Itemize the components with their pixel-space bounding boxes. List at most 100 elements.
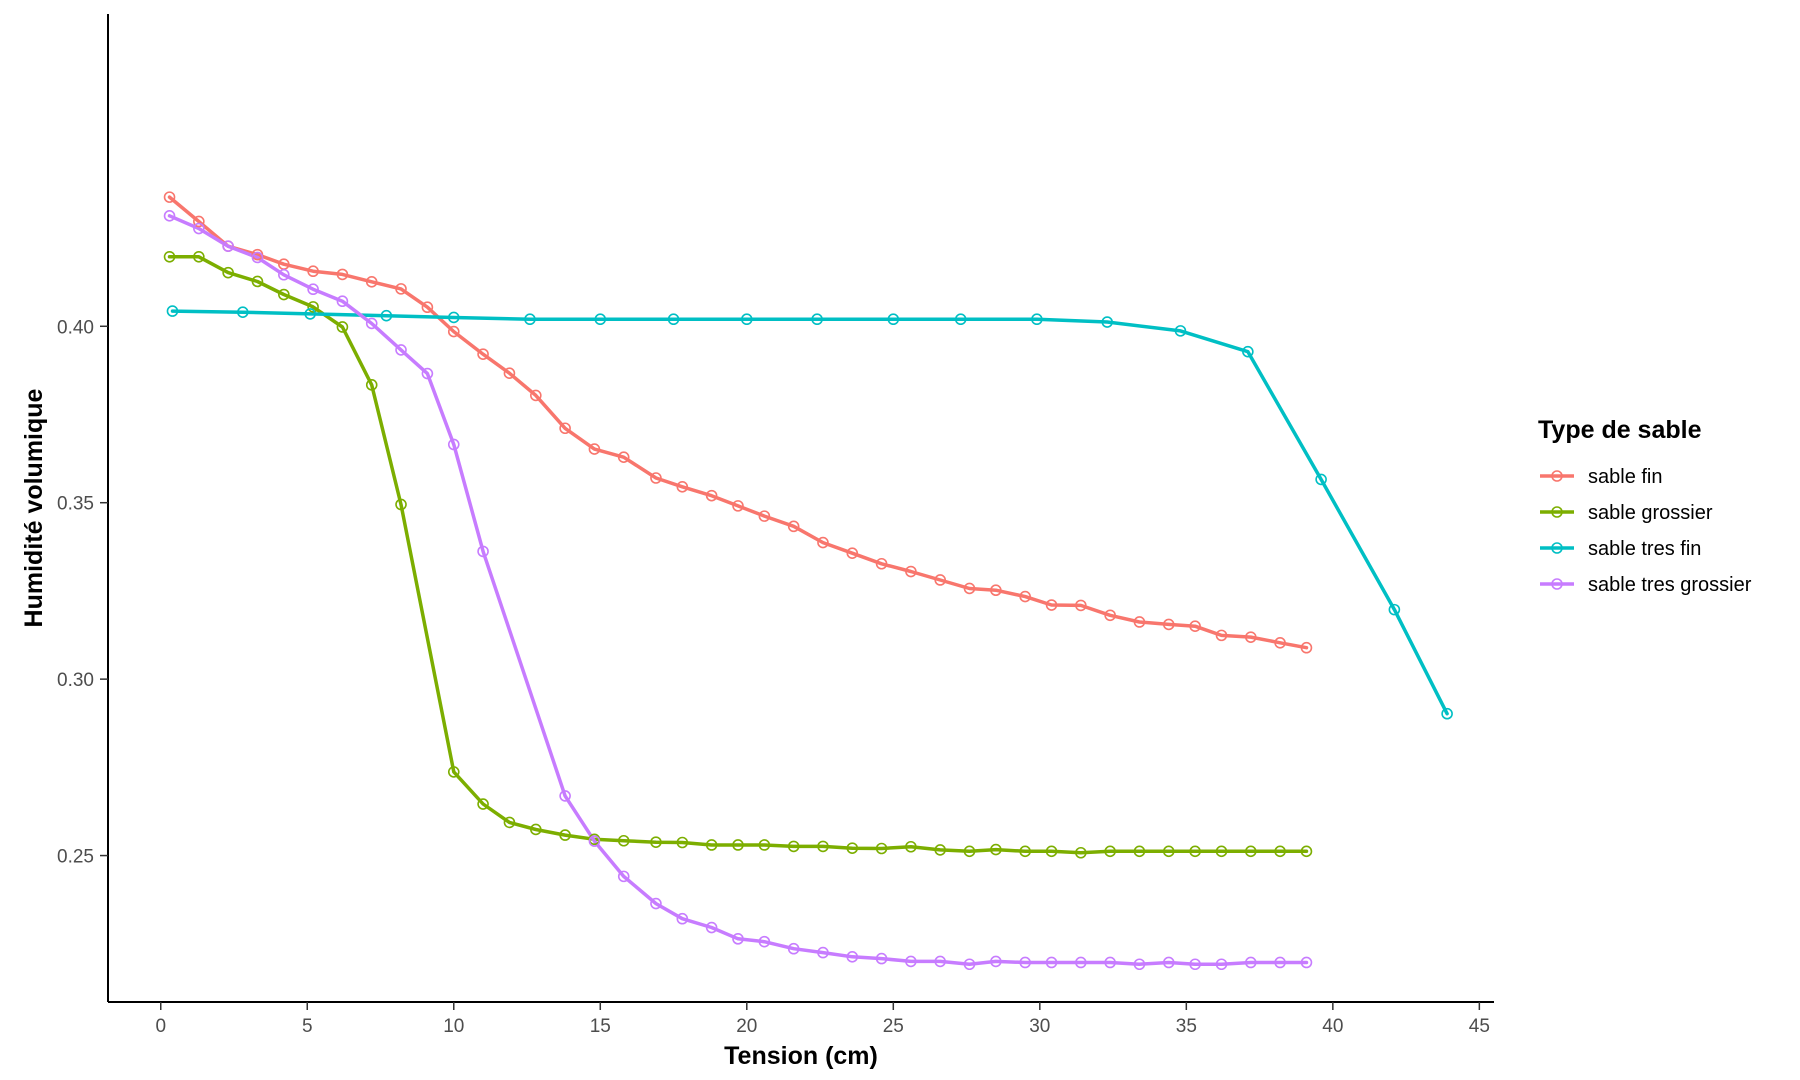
data-point (705, 839, 718, 851)
data-point (365, 276, 378, 288)
data-point (380, 309, 393, 322)
data-point (817, 840, 829, 853)
legend-label: sable fin (1588, 466, 1663, 488)
data-point (740, 313, 753, 326)
data-point (503, 816, 516, 829)
x-tick-label: 20 (736, 1016, 757, 1037)
legend-key-point (1551, 506, 1563, 518)
legend-label: sable tres grossier (1588, 574, 1752, 596)
data-point (887, 313, 900, 326)
data-point (676, 836, 689, 849)
data-point (222, 266, 234, 279)
legend-item: sable grossier (1540, 502, 1713, 524)
data-point (650, 472, 662, 484)
data-point (1133, 616, 1146, 628)
data-point (1075, 846, 1087, 859)
x-tick-label: 40 (1322, 1016, 1343, 1037)
data-point (817, 946, 829, 959)
data-point (1133, 958, 1146, 971)
data-point (1215, 958, 1228, 971)
data-point (732, 839, 744, 851)
x-tick-label: 30 (1029, 1016, 1050, 1037)
series-line (167, 255, 1309, 855)
data-point (705, 921, 718, 934)
data-point (421, 367, 434, 380)
data-point (1045, 956, 1058, 969)
data-point (559, 422, 571, 435)
data-point (787, 942, 800, 955)
data-point (905, 955, 917, 968)
data-point (1244, 631, 1257, 643)
data-point (251, 275, 264, 288)
data-point (222, 240, 234, 252)
data-point (934, 574, 946, 586)
data-point (650, 897, 662, 910)
data-point (676, 912, 689, 925)
data-point (1315, 473, 1327, 486)
data-point (875, 557, 888, 570)
data-point (588, 835, 601, 847)
data-point (1300, 845, 1313, 858)
data-point (732, 500, 744, 512)
data-point (1189, 620, 1201, 633)
data-point (617, 870, 630, 883)
series-points (163, 191, 1453, 971)
data-point (990, 584, 1002, 597)
data-point (1388, 603, 1401, 616)
data-point (193, 222, 205, 235)
data-point (1274, 845, 1286, 858)
data-point (787, 840, 800, 853)
x-axis-ticks: 0 5 10 15 20 25 30 35 40 45 (155, 1002, 1490, 1037)
data-point (447, 311, 460, 324)
data-point (336, 321, 349, 333)
data-point (1274, 636, 1286, 649)
data-point (524, 313, 536, 326)
data-point (787, 520, 800, 533)
data-point (1075, 956, 1087, 969)
data-point (365, 379, 378, 391)
data-point (236, 306, 249, 318)
x-tick-label: 10 (443, 1016, 464, 1037)
data-point (617, 834, 630, 847)
data-point (336, 268, 349, 281)
data-point (1441, 707, 1453, 720)
y-tick-label: 0.30 (57, 670, 94, 691)
data-point (1300, 956, 1313, 969)
data-point (1019, 845, 1031, 858)
y-tick-label: 0.25 (57, 847, 94, 868)
data-point (934, 844, 946, 856)
data-point (477, 545, 489, 558)
x-tick-label: 35 (1176, 1016, 1197, 1037)
data-point (1244, 956, 1257, 969)
data-point (503, 367, 516, 380)
data-point (304, 308, 316, 320)
x-axis-title: Tension (cm) (724, 1042, 878, 1070)
y-axis-ticks: 0.25 0.30 0.35 0.40 (57, 317, 108, 868)
data-point (905, 565, 917, 578)
data-point (990, 955, 1002, 968)
data-point (650, 836, 662, 848)
data-point (875, 952, 888, 965)
legend-label: sable grossier (1588, 502, 1713, 524)
data-point (447, 438, 460, 451)
data-point (705, 489, 718, 502)
data-point (732, 933, 744, 945)
data-point (758, 839, 771, 851)
data-point (307, 265, 319, 278)
data-point (1162, 956, 1175, 969)
data-point (1031, 313, 1043, 326)
legend-key-point (1551, 578, 1563, 590)
data-point (758, 510, 771, 522)
data-point (1019, 956, 1031, 969)
data-point (963, 582, 976, 595)
data-point (1189, 845, 1201, 858)
data-point (1174, 325, 1187, 337)
data-point (1019, 590, 1031, 603)
legend-label: sable tres fin (1588, 538, 1701, 560)
legend-item: sable tres grossier (1540, 574, 1752, 596)
data-point (934, 955, 946, 968)
data-point (758, 935, 771, 948)
